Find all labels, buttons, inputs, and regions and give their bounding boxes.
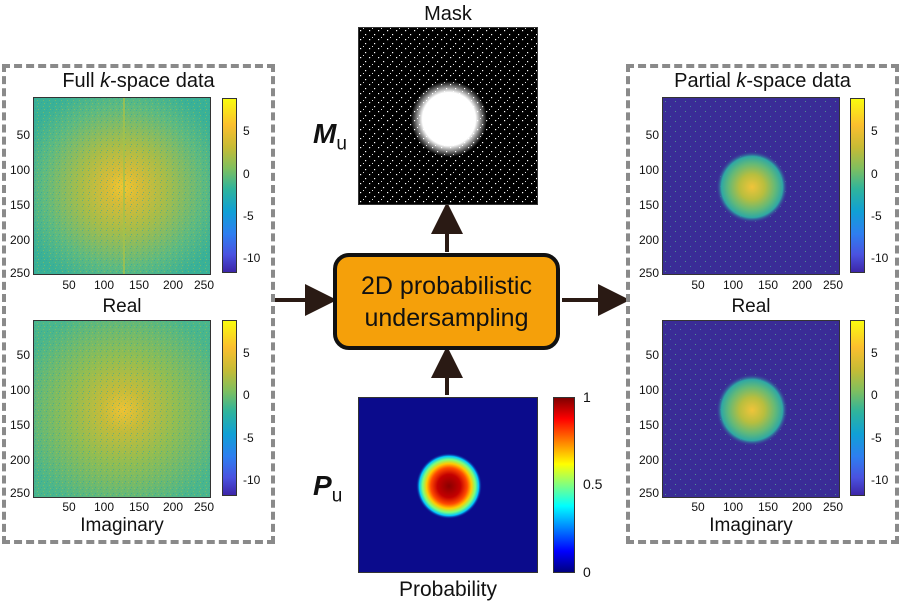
- partial-real-cbar-tick: 0: [871, 167, 878, 181]
- full-real-ytick: 200: [9, 233, 30, 247]
- full-kspace-title: Full k-space data: [62, 70, 215, 92]
- full-imag-xtick: 250: [193, 500, 215, 514]
- process-line-1: 2D probabilistic: [361, 271, 532, 300]
- partial-imag-ytick: 250: [638, 486, 659, 500]
- full-imag-xtick: 100: [93, 500, 115, 514]
- full-real-plot: [33, 97, 211, 275]
- probability-cbar-tick: 0: [583, 564, 591, 580]
- probability-map: [358, 397, 538, 573]
- full-imag-cbar-tick: -10: [243, 473, 261, 487]
- full-real-cbar-tick: -5: [243, 209, 254, 223]
- partial-real-cbar-tick: -5: [871, 209, 882, 223]
- full-imag-ytick: 200: [9, 453, 30, 467]
- partial-imag-cbar-tick: 0: [871, 388, 878, 402]
- mask-image: [358, 27, 538, 205]
- partial-real-xtick: 200: [791, 278, 813, 292]
- mask-symbol: Mu: [313, 118, 347, 155]
- partial-imag-xtick: 150: [757, 500, 779, 514]
- full-real-ytick: 100: [9, 163, 30, 177]
- partial-real-ytick: 50: [645, 128, 659, 142]
- full-imag-ytick: 100: [9, 383, 30, 397]
- partial-imag-ytick: 150: [638, 418, 659, 432]
- partial-real-xtick: 50: [691, 278, 705, 292]
- partial-real-cbar-tick: 5: [871, 124, 878, 138]
- partial-imag-xtick: 100: [722, 500, 744, 514]
- full-imag-ytick: 250: [9, 486, 30, 500]
- full-real-xtick: 100: [93, 278, 115, 292]
- partial-imag-xtick: 200: [791, 500, 813, 514]
- partial-imaginary-heatmap: [663, 321, 839, 497]
- undersampling-process-box: 2D probabilistic undersampling: [333, 253, 560, 350]
- full-real-xtick: 50: [62, 278, 76, 292]
- partial-real-ytick: 100: [638, 163, 659, 177]
- mask-pattern: [359, 28, 537, 204]
- full-real-ytick: 50: [16, 128, 30, 142]
- full-real-xtick: 150: [128, 278, 150, 292]
- partial-kspace-title: Partial k-space data: [674, 70, 851, 92]
- mask-title: Mask: [424, 3, 472, 25]
- full-real-cbar-tick: -10: [243, 251, 261, 265]
- partial-real-xtick: 100: [722, 278, 744, 292]
- partial-real-plot: [662, 97, 840, 275]
- full-imag-ytick: 50: [16, 348, 30, 362]
- full-imaginary-heatmap: [34, 321, 210, 497]
- partial-imag-cbar-tick: -5: [871, 431, 882, 445]
- partial-real-ytick: 250: [638, 266, 659, 280]
- partial-real-ytick: 150: [638, 198, 659, 212]
- full-real-colorbar: [222, 98, 237, 273]
- full-imag-cbar-tick: 0: [243, 388, 250, 402]
- full-imag-ytick: 150: [9, 418, 30, 432]
- probability-symbol: Pu: [313, 470, 343, 507]
- partial-real-ytick: 200: [638, 233, 659, 247]
- partial-imag-xtick: 250: [822, 500, 844, 514]
- full-real-ytick: 150: [9, 198, 30, 212]
- partial-imag-cbar-tick: -10: [871, 473, 889, 487]
- full-real-xtick: 200: [162, 278, 184, 292]
- full-real-xtick: 250: [193, 278, 215, 292]
- full-real-ytick: 250: [9, 266, 30, 280]
- full-kspace-panel: [2, 64, 275, 544]
- full-real-cbar-tick: 0: [243, 167, 250, 181]
- full-imag-xtick: 150: [128, 500, 150, 514]
- process-line-2: undersampling: [364, 303, 529, 332]
- full-real-cbar-tick: 5: [243, 124, 250, 138]
- full-imag-caption: Imaginary: [80, 515, 164, 536]
- k-symbol: k: [736, 70, 747, 92]
- probability-cbar-tick: 1: [583, 389, 591, 405]
- partial-imag-ytick: 200: [638, 453, 659, 467]
- probability-cbar-tick: 0.5: [583, 476, 603, 492]
- partial-real-xtick: 250: [822, 278, 844, 292]
- k-symbol: k: [100, 70, 111, 92]
- full-real-heatmap: [34, 98, 210, 274]
- partial-imag-xtick: 50: [691, 500, 705, 514]
- full-imag-xtick: 200: [162, 500, 184, 514]
- partial-imag-ytick: 50: [645, 348, 659, 362]
- full-imag-cbar-tick: -5: [243, 431, 254, 445]
- full-real-caption: Real: [102, 296, 142, 317]
- partial-imag-colorbar: [850, 320, 865, 496]
- partial-imaginary-plot: [662, 320, 840, 498]
- probability-caption: Probability: [398, 578, 498, 601]
- partial-imag-caption: Imaginary: [709, 515, 793, 536]
- partial-real-caption: Real: [731, 296, 771, 317]
- partial-imag-ytick: 100: [638, 383, 659, 397]
- partial-real-xtick: 150: [757, 278, 779, 292]
- partial-real-heatmap: [663, 98, 839, 274]
- full-imag-colorbar: [222, 320, 237, 496]
- partial-real-colorbar: [850, 98, 865, 273]
- partial-imag-cbar-tick: 5: [871, 346, 878, 360]
- full-imaginary-plot: [33, 320, 211, 498]
- full-imag-xtick: 50: [62, 500, 76, 514]
- full-imag-cbar-tick: 5: [243, 346, 250, 360]
- partial-real-cbar-tick: -10: [871, 251, 889, 265]
- probability-colorbar: [553, 397, 575, 573]
- probability-heatmap: [416, 453, 482, 519]
- partial-kspace-panel: [626, 64, 899, 544]
